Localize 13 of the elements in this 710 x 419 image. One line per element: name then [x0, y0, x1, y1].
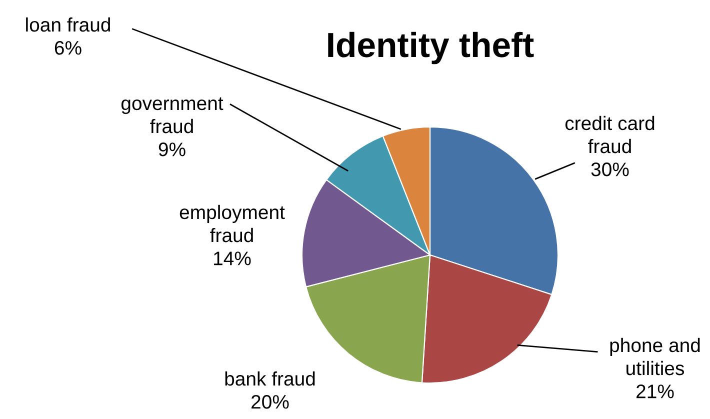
slice-label: government fraud: [121, 97, 224, 134]
data-label: 9%: [158, 142, 186, 156]
data-label: 20%: [252, 394, 289, 409]
data-label: 6%: [54, 40, 82, 55]
data-label: 21%: [636, 384, 674, 398]
chart-title: Identity theft: [328, 32, 534, 64]
slice-label: credit card fraud: [565, 116, 654, 154]
slice-label: phone and utilities: [610, 338, 700, 376]
slice-label: employment fraud: [180, 204, 285, 242]
data-label: 14%: [214, 252, 251, 266]
slice-label: bank fraud: [225, 371, 315, 386]
slice-label: loan fraud: [26, 17, 110, 32]
data-label: 30%: [591, 162, 629, 176]
